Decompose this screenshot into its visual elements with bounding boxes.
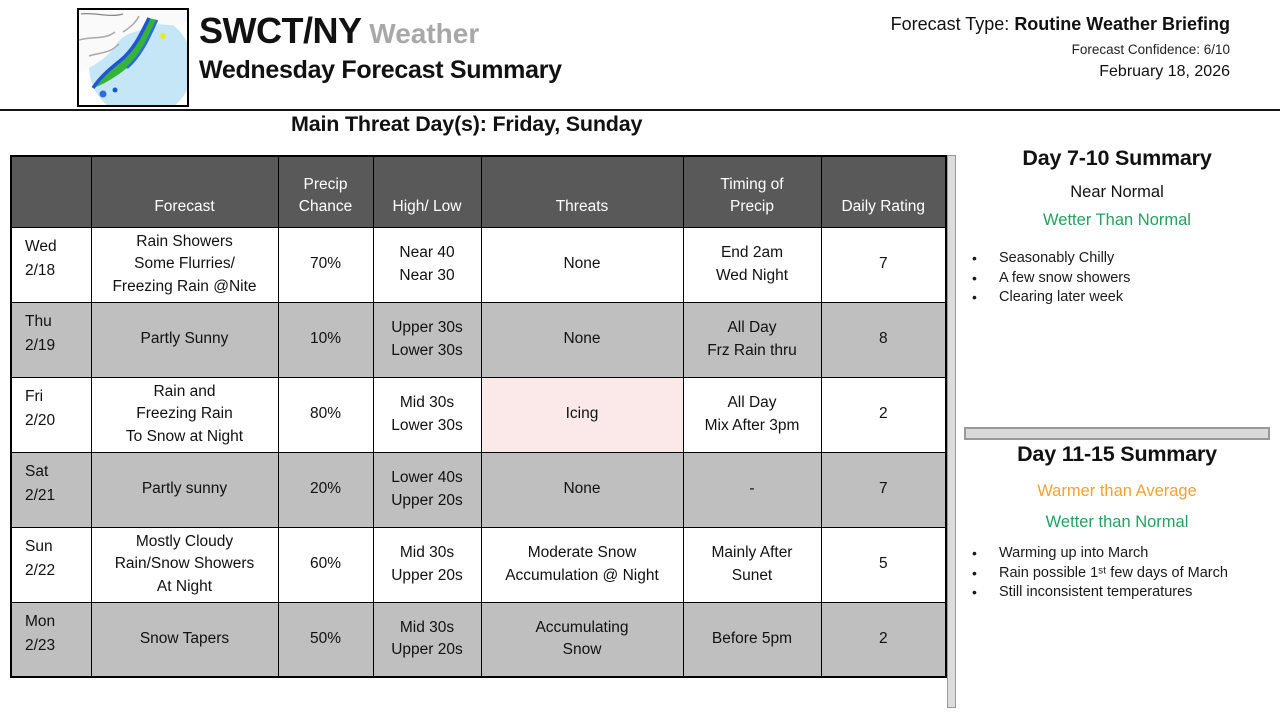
- forecast-type-value: Routine Weather Briefing: [1014, 14, 1230, 34]
- col-header-timing: Timing of Precip: [682, 155, 822, 228]
- cell-rating: 2: [820, 376, 947, 453]
- table-row-sat: Sat 2/21 Partly sunny 20% Lower 40s Uppe…: [10, 451, 947, 528]
- cell-high-low: Upper 30s Lower 30s: [372, 301, 482, 378]
- cell-threats: Moderate Snow Accumulation @ Night: [480, 526, 684, 603]
- radar-map-logo: [77, 8, 189, 107]
- cell-forecast: Mostly Cloudy Rain/Snow Showers At Night: [90, 526, 279, 603]
- table-row-mon: Mon 2/23 Snow Tapers 50% Mid 30s Upper 2…: [10, 601, 947, 678]
- cell-threats: None: [480, 301, 684, 378]
- forecast-table: Forecast Precip Chance High/ Low Threats…: [10, 155, 947, 678]
- cell-timing: All Day Mix After 3pm: [682, 376, 822, 453]
- summary-section-divider-bar: [964, 427, 1270, 440]
- brand-suffix: Weather: [361, 18, 480, 49]
- day-7-10-temp-outlook: Near Normal: [1070, 183, 1164, 201]
- day-11-15-bullet-list: Warming up into March Rain possible 1ˢᵗ …: [963, 544, 1271, 603]
- cell-timing: All Day Frz Rain thru: [682, 301, 822, 378]
- bullet-item: Warming up into March: [963, 544, 1271, 564]
- day-11-15-temp-outlook: Warmer than Average: [1037, 482, 1197, 500]
- cell-timing: Before 5pm: [682, 601, 822, 678]
- cell-rating: 7: [820, 451, 947, 528]
- cell-precip-chance: 80%: [277, 376, 374, 453]
- day-7-10-summary-title: Day 7-10 Summary: [1022, 146, 1212, 170]
- col-header-threats: Threats: [480, 155, 684, 228]
- cell-high-low: Mid 30s Upper 20s: [372, 526, 482, 603]
- col-header-high-low: High/ Low: [372, 155, 482, 228]
- briefing-date: February 18, 2026: [1099, 63, 1230, 80]
- cell-day: Fri 2/20: [10, 376, 92, 453]
- cell-precip-chance: 10%: [277, 301, 374, 378]
- cell-day: Sat 2/21: [10, 451, 92, 528]
- cell-high-low: Mid 30s Upper 20s: [372, 601, 482, 678]
- page-title: Wednesday Forecast Summary: [199, 56, 562, 84]
- bullet-item: Still inconsistent temperatures: [963, 583, 1271, 603]
- bullet-item: Rain possible 1ˢᵗ few days of March: [963, 564, 1271, 584]
- col-header-day: [10, 155, 92, 228]
- cell-rating: 7: [820, 226, 947, 303]
- cell-precip-chance: 50%: [277, 601, 374, 678]
- header-divider-rule: [0, 109, 1280, 111]
- cell-forecast: Partly sunny: [90, 451, 279, 528]
- bullet-item: Seasonably Chilly: [963, 249, 1271, 269]
- cell-day: Mon 2/23: [10, 601, 92, 678]
- cell-high-low: Near 40 Near 30: [372, 226, 482, 303]
- cell-precip-chance: 20%: [277, 451, 374, 528]
- cell-precip-chance: 60%: [277, 526, 374, 603]
- cell-day: Thu 2/19: [10, 301, 92, 378]
- cell-forecast: Rain and Freezing Rain To Snow at Night: [90, 376, 279, 453]
- vertical-divider-bar: [947, 155, 956, 708]
- cell-forecast: Snow Tapers: [90, 601, 279, 678]
- col-header-daily-rating: Daily Rating: [820, 155, 947, 228]
- cell-threats: None: [480, 226, 684, 303]
- day-11-15-precip-outlook: Wetter than Normal: [1045, 513, 1189, 531]
- cell-precip-chance: 70%: [277, 226, 374, 303]
- cell-forecast: Partly Sunny: [90, 301, 279, 378]
- cell-rating: 2: [820, 601, 947, 678]
- brand-title: SWCT/NY Weather: [199, 12, 562, 53]
- forecast-type-label: Forecast Type:: [890, 14, 1015, 34]
- cell-day: Sun 2/22: [10, 526, 92, 603]
- table-row-fri: Fri 2/20 Rain and Freezing Rain To Snow …: [10, 376, 947, 453]
- main-threat-title: Main Threat Day(s): Friday, Sunday: [291, 112, 643, 136]
- cell-timing: Mainly After Sunet: [682, 526, 822, 603]
- brand-name: SWCT/NY: [199, 10, 362, 51]
- briefing-meta: Forecast Type: Routine Weather Briefing …: [891, 13, 1230, 82]
- cell-threats: None: [480, 451, 684, 528]
- radar-map-image: [79, 10, 187, 105]
- cell-day: Wed 2/18: [10, 226, 92, 303]
- day-7-10-bullet-list: Seasonably Chilly A few snow showers Cle…: [963, 249, 1271, 308]
- cell-forecast: Rain Showers Some Flurries/ Freezing Rai…: [90, 226, 279, 303]
- table-header-row: Forecast Precip Chance High/ Low Threats…: [10, 155, 947, 228]
- day-11-15-summary-title: Day 11-15 Summary: [1017, 442, 1217, 466]
- bullet-item: A few snow showers: [963, 269, 1271, 289]
- cell-timing: End 2am Wed Night: [682, 226, 822, 303]
- forecast-confidence: Forecast Confidence: 6/10: [1071, 42, 1230, 57]
- forecast-type-line: Forecast Type: Routine Weather Briefing: [891, 13, 1230, 35]
- cell-high-low: Mid 30s Lower 30s: [372, 376, 482, 453]
- cell-threats-icing: Icing: [480, 376, 684, 453]
- cell-high-low: Lower 40s Upper 20s: [372, 451, 482, 528]
- cell-rating: 8: [820, 301, 947, 378]
- cell-rating: 5: [820, 526, 947, 603]
- brand-block: SWCT/NY Weather Wednesday Forecast Summa…: [199, 12, 562, 85]
- table-row-thu: Thu 2/19 Partly Sunny 10% Upper 30s Lowe…: [10, 301, 947, 378]
- cell-timing: -: [682, 451, 822, 528]
- col-header-forecast: Forecast: [90, 155, 279, 228]
- col-header-precip-chance: Precip Chance: [277, 155, 374, 228]
- cell-threats: Accumulating Snow: [480, 601, 684, 678]
- day-7-10-precip-outlook: Wetter Than Normal: [1043, 211, 1191, 229]
- table-row-sun: Sun 2/22 Mostly Cloudy Rain/Snow Showers…: [10, 526, 947, 603]
- bullet-item: Clearing later week: [963, 288, 1271, 308]
- table-row-wed: Wed 2/18 Rain Showers Some Flurries/ Fre…: [10, 226, 947, 303]
